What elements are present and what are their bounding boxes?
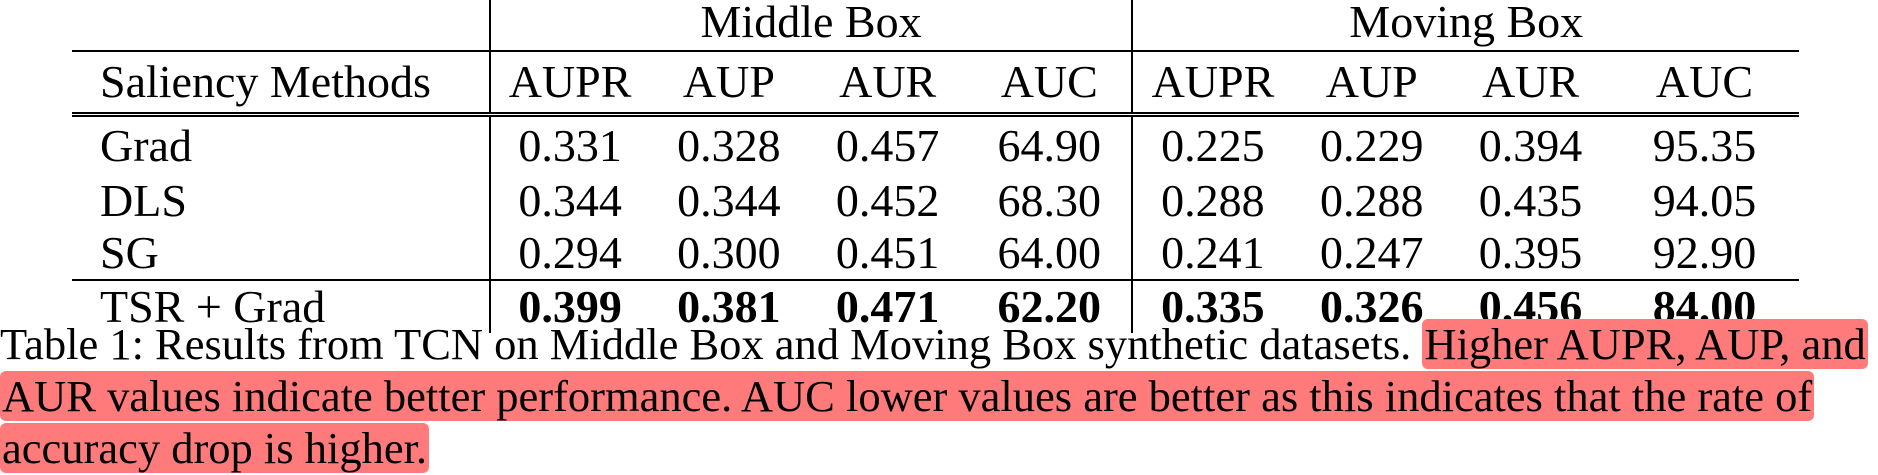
table-cell: 64.00 — [967, 227, 1134, 280]
method-name: SG — [72, 227, 491, 280]
empty-corner-cell — [72, 0, 491, 51]
table-cell: 0.394 — [1451, 112, 1610, 175]
table-cell-bold: 62.20 — [967, 279, 1134, 333]
table-cell-bold: 0.399 — [489, 279, 650, 333]
metric-header-aupr: AUPR — [1132, 50, 1293, 115]
table-cell: 0.229 — [1292, 112, 1452, 175]
table-cell: 68.30 — [967, 175, 1134, 227]
table-row: Grad 0.331 0.328 0.457 64.90 0.225 0.229… — [72, 112, 1799, 175]
table-caption: Table 1: Results from TCN on Middle Box … — [0, 318, 1878, 474]
results-table: Middle Box Moving Box Saliency Methods A… — [72, 0, 1799, 333]
metric-header-auc: AUC — [1609, 50, 1799, 115]
table-cell: 0.300 — [677, 227, 781, 278]
metric-header-row: Saliency Methods AUPR AUP AUR AUC AUPR A… — [72, 50, 1799, 115]
table-cell: 92.90 — [1652, 227, 1757, 278]
metric-header-aup: AUP — [649, 50, 809, 115]
method-name: TSR + Grad — [72, 279, 491, 333]
group-header-row: Middle Box Moving Box — [72, 0, 1799, 51]
table-cell-bold: 0.335 — [1132, 279, 1293, 333]
metric-header-aur: AUR — [1451, 50, 1610, 115]
method-name: DLS — [72, 175, 491, 227]
table-cell: 0.344 — [677, 175, 781, 226]
metric-header-auc: AUC — [967, 50, 1134, 115]
table-row-best: TSR + Grad 0.399 0.381 0.471 62.20 0.335… — [72, 279, 1799, 333]
table-cell: 0.328 — [649, 112, 809, 175]
metric-header-aupr: AUPR — [489, 50, 650, 115]
table-cell-bold: 0.326 — [1292, 279, 1452, 333]
group-header-moving-box: Moving Box — [1349, 0, 1584, 47]
table-cell: 0.457 — [808, 112, 968, 175]
table-cell: 0.288 — [1320, 175, 1424, 226]
metric-header-aup: AUP — [1292, 50, 1452, 115]
method-name: Grad — [72, 112, 491, 175]
table-cell: 0.288 — [1161, 175, 1265, 226]
table-cell: 0.452 — [835, 175, 940, 226]
table-cell: 0.435 — [1478, 175, 1583, 226]
table-row: SG 0.294 0.300 0.451 64.00 0.241 0.247 0… — [72, 227, 1799, 280]
table-cell: 94.05 — [1652, 175, 1757, 226]
table-cell: 0.395 — [1478, 227, 1583, 278]
table-cell: 0.451 — [835, 227, 940, 278]
table-cell-bold: 0.381 — [649, 279, 809, 333]
table-cell: 0.241 — [1161, 227, 1265, 278]
table-cell: 0.344 — [518, 175, 622, 226]
table-cell: 64.90 — [967, 112, 1134, 175]
caption-text: Table 1: Results from TCN on Middle Box … — [0, 319, 1423, 369]
table-cell: 0.331 — [489, 112, 650, 175]
row-header-label: Saliency Methods — [72, 50, 491, 115]
table-cell: 0.225 — [1132, 112, 1293, 175]
table-row: DLS 0.344 0.344 0.452 68.30 0.288 0.288 … — [72, 175, 1799, 227]
table-cell: 0.247 — [1320, 227, 1424, 278]
metric-header-aur: AUR — [808, 50, 968, 115]
table-cell: 95.35 — [1609, 112, 1799, 175]
table-cell-bold: 0.471 — [808, 279, 968, 333]
table-cell: 0.294 — [518, 227, 622, 278]
group-header-middle-box: Middle Box — [489, 0, 1134, 51]
